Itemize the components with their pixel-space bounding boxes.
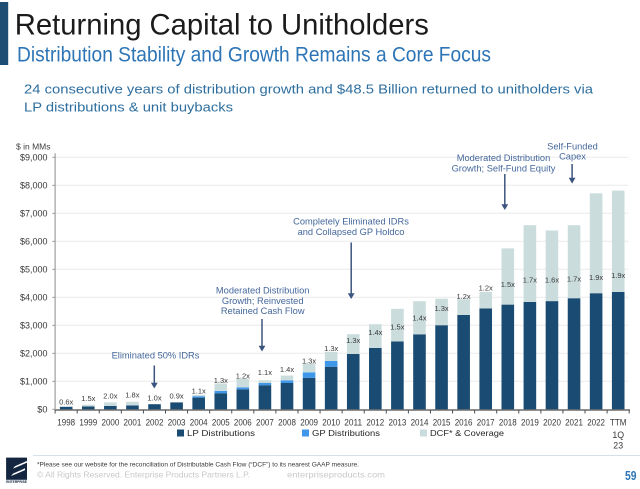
svg-text:$7,000: $7,000: [20, 209, 48, 219]
svg-text:2004: 2004: [190, 417, 208, 427]
svg-text:1.1x: 1.1x: [192, 387, 206, 396]
svg-text:$4,000: $4,000: [20, 293, 48, 303]
svg-text:$9,000: $9,000: [20, 153, 48, 163]
svg-text:$2,000: $2,000: [20, 349, 48, 359]
svg-text:and Collapsed GP Holdco: and Collapsed GP Holdco: [298, 227, 405, 237]
svg-text:1.7x: 1.7x: [567, 274, 581, 283]
svg-text:2007: 2007: [256, 417, 274, 427]
svg-text:$5,000: $5,000: [20, 265, 48, 275]
svg-text:2.0x: 2.0x: [103, 392, 117, 401]
svg-text:1.5x: 1.5x: [501, 280, 515, 289]
svg-text:2002: 2002: [146, 417, 164, 427]
svg-text:1.2x: 1.2x: [457, 292, 471, 301]
svg-text:1.4x: 1.4x: [412, 313, 426, 322]
svg-text:1Q: 1Q: [612, 430, 624, 440]
svg-text:Capex: Capex: [559, 152, 586, 162]
svg-text:enterpriseproducts.com: enterpriseproducts.com: [287, 471, 385, 480]
svg-text:Returning Capital to Unitholde: Returning Capital to Unitholders: [15, 8, 429, 41]
svg-text:59: 59: [625, 469, 637, 483]
svg-text:*Please see our website for th: *Please see our website for the reconcil…: [37, 462, 359, 469]
svg-text:1.1x: 1.1x: [258, 368, 272, 377]
svg-text:ENTERPRISE: ENTERPRISE: [6, 480, 27, 484]
svg-text:23: 23: [613, 441, 623, 451]
svg-text:TTM: TTM: [610, 417, 627, 427]
svg-text:Growth; Self-Fund Equity: Growth; Self-Fund Equity: [452, 163, 556, 173]
svg-text:2005: 2005: [212, 417, 230, 427]
svg-text:1.2x: 1.2x: [236, 372, 250, 381]
svg-text:Eliminated 50% IDRs: Eliminated 50% IDRs: [112, 351, 200, 361]
svg-text:1.4x: 1.4x: [280, 365, 294, 374]
svg-text:GP Distributions: GP Distributions: [312, 428, 380, 438]
svg-text:2012: 2012: [366, 417, 384, 427]
svg-text:$ in MMs: $ in MMs: [16, 142, 50, 152]
svg-text:1.6x: 1.6x: [545, 276, 559, 285]
svg-text:2022: 2022: [587, 417, 605, 427]
svg-text:0.6x: 0.6x: [59, 398, 73, 407]
svg-text:LP distributions & unit buybac: LP distributions & unit buybacks: [24, 100, 234, 115]
svg-text:2021: 2021: [565, 417, 583, 427]
svg-text:DCF* & Coverage: DCF* & Coverage: [430, 428, 504, 438]
svg-text:1.5x: 1.5x: [81, 394, 95, 403]
svg-text:LP Distributions: LP Distributions: [187, 428, 255, 438]
svg-text:Moderated Distribution: Moderated Distribution: [216, 286, 310, 296]
svg-text:2013: 2013: [389, 417, 407, 427]
svg-text:2009: 2009: [300, 417, 318, 427]
svg-text:2014: 2014: [411, 417, 429, 427]
svg-text:1.8x: 1.8x: [125, 390, 139, 399]
svg-text:Completely Eliminated IDRs: Completely Eliminated IDRs: [293, 217, 409, 227]
svg-text:2001: 2001: [124, 417, 142, 427]
svg-text:1.3x: 1.3x: [302, 356, 316, 365]
svg-text:Self-Funded: Self-Funded: [547, 141, 598, 151]
svg-text:1.3x: 1.3x: [324, 344, 338, 353]
svg-text:2000: 2000: [102, 417, 120, 427]
svg-text:Growth; Reinvested: Growth; Reinvested: [222, 296, 304, 306]
svg-text:1999: 1999: [79, 417, 97, 427]
svg-text:2011: 2011: [344, 417, 362, 427]
svg-text:24 consecutive years of distri: 24 consecutive years of distribution gro…: [24, 82, 594, 97]
svg-text:2018: 2018: [499, 417, 517, 427]
svg-text:Moderated Distribution: Moderated Distribution: [457, 153, 551, 163]
svg-text:1.3x: 1.3x: [214, 376, 228, 385]
svg-text:1.9x: 1.9x: [611, 271, 625, 280]
svg-text:$6,000: $6,000: [20, 237, 48, 247]
svg-text:2008: 2008: [278, 417, 296, 427]
svg-text:1.3x: 1.3x: [435, 304, 449, 313]
svg-text:1.2x: 1.2x: [479, 284, 493, 293]
svg-text:2020: 2020: [543, 417, 561, 427]
svg-text:2003: 2003: [168, 417, 186, 427]
svg-text:1.9x: 1.9x: [589, 273, 603, 282]
svg-text:0.9x: 0.9x: [170, 391, 184, 400]
svg-text:2006: 2006: [234, 417, 252, 427]
svg-text:2017: 2017: [477, 417, 495, 427]
svg-text:1998: 1998: [57, 417, 75, 427]
svg-text:2015: 2015: [433, 417, 451, 427]
svg-text:$3,000: $3,000: [20, 321, 48, 331]
svg-text:$1,000: $1,000: [20, 377, 48, 387]
svg-text:1.5x: 1.5x: [390, 322, 404, 331]
svg-text:$8,000: $8,000: [20, 181, 48, 191]
svg-text:1.0x: 1.0x: [147, 394, 161, 403]
svg-text:$0: $0: [37, 405, 47, 415]
svg-text:© All Rights Reserved. Enterpr: © All Rights Reserved. Enterprise Produc…: [37, 471, 250, 480]
svg-text:1.3x: 1.3x: [346, 336, 360, 345]
svg-text:Distribution Stability and Gro: Distribution Stability and Growth Remain…: [17, 44, 491, 67]
svg-text:2016: 2016: [455, 417, 473, 427]
svg-text:2010: 2010: [322, 417, 340, 427]
svg-text:Retained Cash Flow: Retained Cash Flow: [221, 306, 305, 316]
svg-text:1.7x: 1.7x: [523, 276, 537, 285]
svg-text:2019: 2019: [521, 417, 539, 427]
svg-text:1.4x: 1.4x: [368, 328, 382, 337]
